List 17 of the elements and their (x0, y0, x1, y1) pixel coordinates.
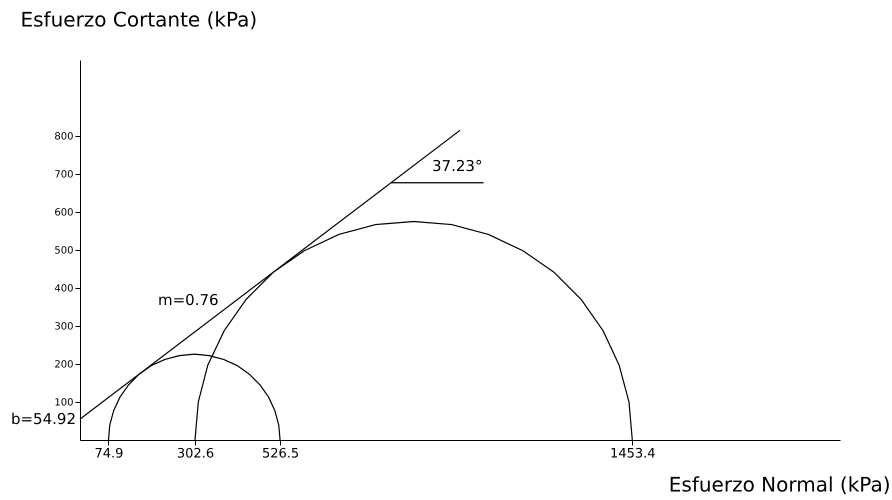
y-tick-label: 200 (54, 360, 74, 370)
y-tick-label: 500 (54, 246, 74, 256)
y-tick-label: 400 (54, 284, 74, 294)
x-tick-label: 74.9 (94, 446, 124, 462)
x-tick-label: 1453.4 (610, 446, 656, 462)
x-tick-label: 302.6 (176, 446, 214, 462)
y-tick-label: 100 (54, 398, 74, 408)
y-axis-title: Esfuerzo Cortante (kPa) (20, 8, 258, 32)
y-tick-label: 800 (54, 132, 74, 142)
x-tick-label: 526.5 (262, 446, 300, 462)
annotation: 37.23° (432, 157, 482, 175)
y-tick-label: 600 (54, 208, 74, 218)
annotation: b=54.92 (10, 410, 76, 428)
x-axis-title: Esfuerzo Normal (kPa) (668, 472, 890, 496)
y-tick-label: 300 (54, 322, 74, 332)
annotation: m=0.76 (158, 291, 219, 309)
y-tick-label: 700 (54, 170, 74, 180)
